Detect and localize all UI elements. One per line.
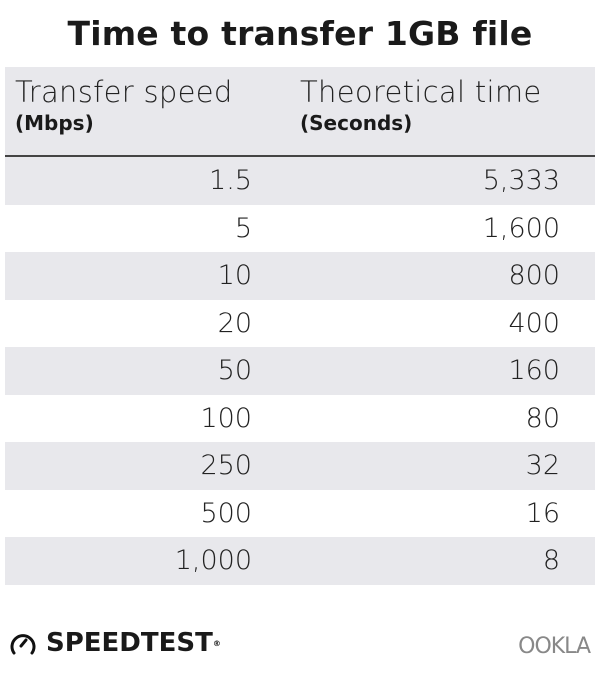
table-row: 50 160: [5, 347, 595, 395]
time-cell: 5,333: [482, 165, 560, 196]
time-cell: 80: [525, 402, 560, 434]
header-speed-unit: (Mbps): [15, 111, 94, 135]
speed-cell: 500: [200, 497, 252, 529]
table-row: 250 32: [5, 442, 595, 490]
table-row: 20 400: [5, 300, 595, 348]
time-cell: 8: [542, 545, 560, 576]
speed-cell: 10: [217, 260, 252, 291]
header-speed-label: Transfer speed: [15, 75, 233, 109]
table-row: 100 80: [5, 395, 595, 443]
footer: SPEEDTEST ® OOKLA: [0, 628, 600, 668]
time-cell: 160: [508, 355, 560, 386]
table-header: Transfer speed (Mbps) Theoretical time (…: [5, 67, 595, 157]
header-speed: Transfer speed (Mbps): [15, 75, 233, 135]
table-row: 500 16: [5, 490, 595, 538]
header-time: Theoretical time (Seconds): [300, 75, 542, 135]
speedtest-logo: SPEEDTEST ®: [8, 628, 221, 658]
speed-cell: 50: [217, 355, 252, 386]
chart-title: Time to transfer 1GB file: [67, 14, 533, 53]
speed-cell: 1,000: [174, 545, 252, 576]
time-cell: 32: [525, 450, 560, 481]
transfer-table: Transfer speed (Mbps) Theoretical time (…: [5, 67, 595, 585]
table-row: 1,000 8: [5, 537, 595, 585]
speed-cell: 1.5: [209, 165, 252, 196]
table-row: 10 800: [5, 252, 595, 300]
speedtest-wordmark: SPEEDTEST: [46, 628, 213, 658]
speed-cell: 5: [234, 212, 252, 244]
time-cell: 400: [508, 307, 560, 339]
speedometer-icon: [10, 634, 36, 655]
time-cell: 1,600: [482, 212, 560, 244]
table-row: 5 1,600: [5, 205, 595, 253]
time-cell: 800: [508, 260, 560, 291]
header-time-label: Theoretical time: [300, 75, 542, 109]
speed-cell: 250: [200, 450, 252, 481]
time-cell: 16: [525, 497, 560, 529]
table-row: 1.5 5,333: [5, 157, 595, 205]
ookla-logo: OOKLA: [518, 634, 591, 659]
header-time-unit: (Seconds): [300, 111, 413, 135]
speed-cell: 20: [217, 307, 252, 339]
speed-cell: 100: [200, 402, 252, 434]
